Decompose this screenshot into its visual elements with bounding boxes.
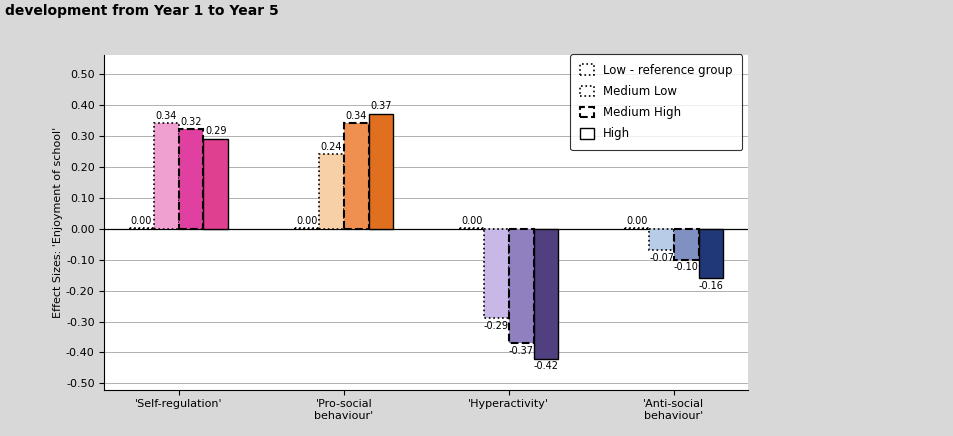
Legend: Low - reference group, Medium Low, Medium High, High: Low - reference group, Medium Low, Mediu… [570, 54, 741, 150]
Bar [648, 228, 673, 250]
Text: -0.10: -0.10 [673, 262, 698, 272]
Text: -0.16: -0.16 [698, 281, 722, 291]
Text: development from Year 1 to Year 5: development from Year 1 to Year 5 [5, 4, 278, 18]
Bar [368, 114, 393, 228]
Bar [318, 154, 343, 228]
Text: 0.37: 0.37 [370, 102, 392, 112]
Bar [673, 228, 698, 259]
Text: -0.42: -0.42 [533, 361, 558, 371]
Text: 0.00: 0.00 [460, 216, 482, 226]
Bar [203, 139, 228, 228]
Bar [153, 123, 178, 228]
Bar [343, 123, 368, 228]
Text: 0.00: 0.00 [131, 216, 152, 226]
Bar [178, 129, 203, 228]
Text: 0.24: 0.24 [320, 142, 342, 152]
Text: 0.29: 0.29 [205, 126, 227, 136]
Y-axis label: Effect Sizes: 'Enjoyment of school': Effect Sizes: 'Enjoyment of school' [53, 127, 63, 318]
Text: 0.00: 0.00 [295, 216, 317, 226]
Bar [483, 228, 508, 318]
Text: 0.34: 0.34 [155, 111, 177, 121]
Text: -0.29: -0.29 [483, 321, 509, 331]
Text: 0.00: 0.00 [625, 216, 647, 226]
Text: -0.37: -0.37 [508, 346, 533, 356]
Text: 0.34: 0.34 [345, 111, 367, 121]
Text: -0.07: -0.07 [648, 253, 674, 263]
Bar [698, 228, 722, 278]
Bar [508, 228, 533, 343]
Bar [533, 228, 558, 359]
Text: 0.32: 0.32 [180, 117, 202, 127]
